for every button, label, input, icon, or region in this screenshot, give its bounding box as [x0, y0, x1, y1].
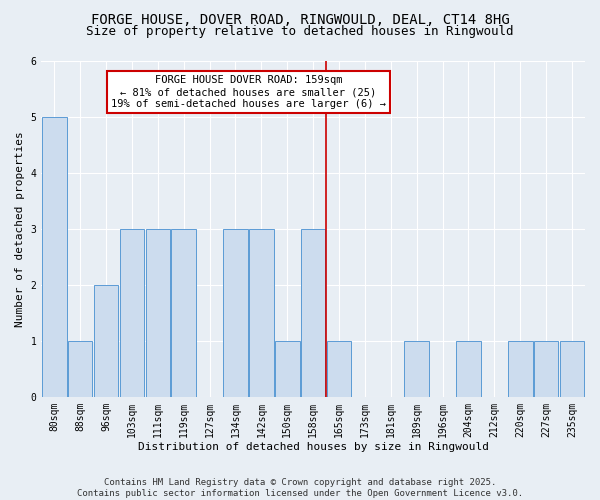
Bar	[534, 341, 559, 397]
Bar	[146, 229, 170, 397]
Bar	[223, 229, 248, 397]
Bar	[94, 285, 118, 397]
Bar	[508, 341, 533, 397]
Bar	[68, 341, 92, 397]
Text: Size of property relative to detached houses in Ringwould: Size of property relative to detached ho…	[86, 25, 514, 38]
Text: FORGE HOUSE DOVER ROAD: 159sqm
← 81% of detached houses are smaller (25)
19% of : FORGE HOUSE DOVER ROAD: 159sqm ← 81% of …	[111, 76, 386, 108]
Text: Contains HM Land Registry data © Crown copyright and database right 2025.
Contai: Contains HM Land Registry data © Crown c…	[77, 478, 523, 498]
Bar	[172, 229, 196, 397]
Bar	[327, 341, 352, 397]
X-axis label: Distribution of detached houses by size in Ringwould: Distribution of detached houses by size …	[137, 442, 488, 452]
Bar	[249, 229, 274, 397]
Bar	[301, 229, 325, 397]
Bar	[560, 341, 584, 397]
Bar	[119, 229, 144, 397]
Bar	[42, 118, 67, 397]
Text: FORGE HOUSE, DOVER ROAD, RINGWOULD, DEAL, CT14 8HG: FORGE HOUSE, DOVER ROAD, RINGWOULD, DEAL…	[91, 12, 509, 26]
Y-axis label: Number of detached properties: Number of detached properties	[15, 132, 25, 327]
Bar	[456, 341, 481, 397]
Bar	[275, 341, 299, 397]
Bar	[404, 341, 429, 397]
